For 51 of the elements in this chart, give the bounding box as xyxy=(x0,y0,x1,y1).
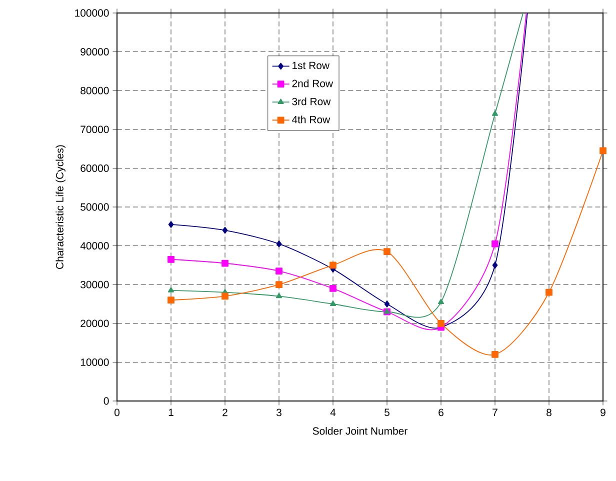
point xyxy=(384,248,390,256)
y-tick-label: 100000 xyxy=(75,9,109,17)
point xyxy=(600,147,606,154)
point xyxy=(222,260,228,267)
point xyxy=(276,281,282,288)
point xyxy=(168,221,174,228)
y-tick-label: 70000 xyxy=(80,126,109,134)
x-tick-label: 2 xyxy=(222,408,228,416)
point xyxy=(492,351,498,358)
x-tick-label: 4 xyxy=(330,408,336,416)
y-tick-label: 90000 xyxy=(80,48,109,56)
x-tick-label: 8 xyxy=(546,408,552,416)
point xyxy=(546,288,552,296)
x-tick-label: 5 xyxy=(384,408,390,416)
point xyxy=(276,292,282,298)
x-tick-label: 7 xyxy=(492,408,498,416)
legend-label: 1st Row xyxy=(292,62,330,70)
legend-label: 4th Row xyxy=(292,116,330,124)
point xyxy=(276,240,282,248)
x-tick-label: 1 xyxy=(168,408,174,416)
point xyxy=(222,226,228,234)
point xyxy=(330,262,336,269)
point xyxy=(222,292,228,300)
point xyxy=(330,300,336,306)
point xyxy=(492,262,498,269)
point xyxy=(438,298,444,304)
point xyxy=(438,320,444,327)
point xyxy=(384,300,390,308)
y-tick-label: 40000 xyxy=(80,242,109,250)
point xyxy=(330,285,336,292)
y-tick-label: 0 xyxy=(104,397,109,405)
y-tick-label: 20000 xyxy=(80,320,109,328)
y-axis-title: Characteristic Life (Cycles) xyxy=(56,145,66,269)
point xyxy=(168,286,174,292)
y-tick-label: 30000 xyxy=(80,280,109,288)
x-tick-label: 3 xyxy=(276,408,282,416)
point xyxy=(492,110,498,116)
x-tick-label: 0 xyxy=(114,408,120,416)
y-tick-label: 80000 xyxy=(80,86,109,94)
legend-label: 2nd Row xyxy=(292,80,334,88)
x-tick-label: 9 xyxy=(600,408,606,416)
y-tick-label: 60000 xyxy=(80,164,109,172)
point xyxy=(168,256,174,263)
point xyxy=(168,296,174,304)
legend-label: 3rd Row xyxy=(292,98,331,106)
point xyxy=(276,268,282,274)
y-tick-label: 50000 xyxy=(80,203,109,211)
x-axis-title: Solder Joint Number xyxy=(312,427,408,435)
point xyxy=(492,240,498,248)
y-tick-label: 10000 xyxy=(80,358,109,366)
x-tick-label: 6 xyxy=(438,408,444,416)
